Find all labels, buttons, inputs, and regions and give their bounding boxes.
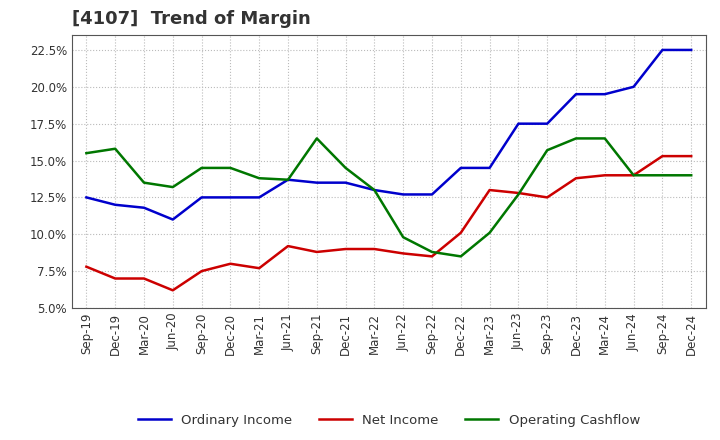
Operating Cashflow	[687, 172, 696, 178]
Ordinary Income	[600, 92, 609, 97]
Operating Cashflow	[543, 147, 552, 153]
Operating Cashflow	[341, 165, 350, 171]
Ordinary Income	[312, 180, 321, 185]
Operating Cashflow	[514, 192, 523, 197]
Operating Cashflow	[629, 172, 638, 178]
Operating Cashflow	[197, 165, 206, 171]
Operating Cashflow	[140, 180, 148, 185]
Line: Ordinary Income: Ordinary Income	[86, 50, 691, 220]
Operating Cashflow	[572, 136, 580, 141]
Net Income	[687, 154, 696, 159]
Ordinary Income	[255, 195, 264, 200]
Net Income	[312, 249, 321, 255]
Operating Cashflow	[658, 172, 667, 178]
Ordinary Income	[572, 92, 580, 97]
Operating Cashflow	[168, 184, 177, 190]
Operating Cashflow	[485, 230, 494, 235]
Ordinary Income	[514, 121, 523, 126]
Ordinary Income	[111, 202, 120, 207]
Net Income	[140, 276, 148, 281]
Net Income	[82, 264, 91, 269]
Net Income	[284, 243, 292, 249]
Net Income	[514, 191, 523, 196]
Operating Cashflow	[370, 187, 379, 193]
Net Income	[600, 172, 609, 178]
Net Income	[629, 172, 638, 178]
Net Income	[226, 261, 235, 266]
Ordinary Income	[399, 192, 408, 197]
Net Income	[428, 254, 436, 259]
Net Income	[255, 266, 264, 271]
Operating Cashflow	[600, 136, 609, 141]
Operating Cashflow	[255, 176, 264, 181]
Operating Cashflow	[428, 249, 436, 255]
Net Income	[658, 154, 667, 159]
Net Income	[456, 230, 465, 235]
Net Income	[111, 276, 120, 281]
Ordinary Income	[543, 121, 552, 126]
Net Income	[168, 288, 177, 293]
Text: [4107]  Trend of Margin: [4107] Trend of Margin	[72, 10, 311, 28]
Operating Cashflow	[82, 150, 91, 156]
Operating Cashflow	[226, 165, 235, 171]
Legend: Ordinary Income, Net Income, Operating Cashflow: Ordinary Income, Net Income, Operating C…	[132, 409, 645, 433]
Net Income	[341, 246, 350, 252]
Ordinary Income	[226, 195, 235, 200]
Ordinary Income	[370, 187, 379, 193]
Operating Cashflow	[312, 136, 321, 141]
Line: Operating Cashflow: Operating Cashflow	[86, 139, 691, 257]
Ordinary Income	[428, 192, 436, 197]
Ordinary Income	[658, 48, 667, 53]
Operating Cashflow	[399, 235, 408, 240]
Net Income	[572, 176, 580, 181]
Ordinary Income	[341, 180, 350, 185]
Net Income	[543, 195, 552, 200]
Ordinary Income	[197, 195, 206, 200]
Net Income	[485, 187, 494, 193]
Operating Cashflow	[456, 254, 465, 259]
Ordinary Income	[687, 48, 696, 53]
Ordinary Income	[629, 84, 638, 89]
Net Income	[370, 246, 379, 252]
Ordinary Income	[284, 177, 292, 182]
Operating Cashflow	[284, 177, 292, 182]
Ordinary Income	[82, 195, 91, 200]
Net Income	[399, 251, 408, 256]
Ordinary Income	[485, 165, 494, 171]
Ordinary Income	[168, 217, 177, 222]
Net Income	[197, 268, 206, 274]
Line: Net Income: Net Income	[86, 156, 691, 290]
Ordinary Income	[456, 165, 465, 171]
Ordinary Income	[140, 205, 148, 210]
Operating Cashflow	[111, 146, 120, 151]
